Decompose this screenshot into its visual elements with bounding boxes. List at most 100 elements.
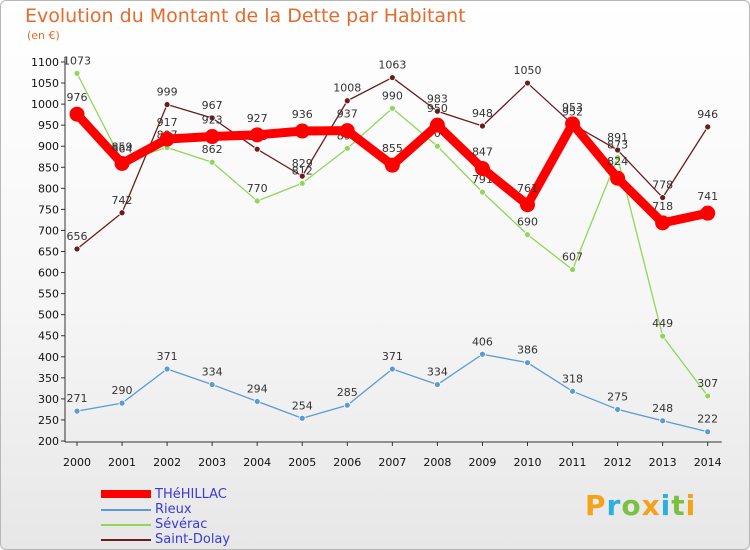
data-point-rieux xyxy=(388,365,396,373)
data-label-thehillac: 923 xyxy=(202,114,223,127)
y-tick-label: 1100 xyxy=(31,56,59,69)
data-label-rieux: 406 xyxy=(472,335,493,348)
legend-label-thehillac: THéHILLAC xyxy=(155,487,227,502)
data-point-thehillac xyxy=(429,117,445,133)
data-label-thehillac: 936 xyxy=(292,108,313,121)
y-tick-label: 250 xyxy=(38,414,59,427)
data-label-saint-dolay: 829 xyxy=(292,157,313,170)
data-point-rieux xyxy=(73,407,81,415)
data-point-severac xyxy=(253,197,261,205)
data-point-saint-dolay xyxy=(73,245,81,253)
data-label-saint-dolay: 1008 xyxy=(333,82,361,95)
y-tick-label: 750 xyxy=(38,203,59,216)
data-point-thehillac xyxy=(204,129,220,145)
data-label-saint-dolay: 983 xyxy=(427,92,448,105)
data-label-rieux: 275 xyxy=(607,390,628,403)
y-tick-label: 550 xyxy=(38,288,59,301)
data-label-rieux: 334 xyxy=(427,366,448,379)
legend-swatch-rieux xyxy=(101,509,151,511)
data-label-severac: 770 xyxy=(247,182,268,195)
data-point-severac xyxy=(298,179,306,187)
unit-label: (en €) xyxy=(27,29,60,42)
logo-letter: x xyxy=(641,489,661,522)
data-label-rieux: 285 xyxy=(337,386,358,399)
data-label-severac: 1073 xyxy=(63,54,91,67)
data-point-thehillac xyxy=(700,205,716,221)
data-point-saint-dolay xyxy=(343,97,351,105)
data-label-rieux: 222 xyxy=(697,413,718,426)
data-label-severac: 307 xyxy=(697,377,718,390)
data-label-thehillac: 937 xyxy=(337,108,358,121)
data-label-severac: 607 xyxy=(562,251,583,264)
data-point-rieux xyxy=(569,387,576,395)
data-label-thehillac: 855 xyxy=(382,142,403,155)
y-tick-label: 1050 xyxy=(31,77,59,90)
data-point-thehillac xyxy=(339,123,355,139)
data-label-saint-dolay: 1050 xyxy=(514,64,542,77)
data-label-thehillac: 761 xyxy=(517,182,538,195)
x-tick-label: 2004 xyxy=(243,456,271,469)
x-tick-label: 2007 xyxy=(378,456,406,469)
data-label-severac: 862 xyxy=(202,143,223,156)
y-tick-label: 500 xyxy=(38,309,59,322)
data-point-saint-dolay xyxy=(118,209,126,217)
data-label-saint-dolay: 891 xyxy=(607,131,628,144)
data-point-thehillac xyxy=(114,155,130,171)
x-tick-label: 2008 xyxy=(423,456,451,469)
legend-label-saint-dolay: Saint-Dolay xyxy=(155,532,231,547)
legend-swatch-thehillac xyxy=(101,490,151,498)
data-point-severac xyxy=(569,266,576,274)
data-label-rieux: 290 xyxy=(112,384,133,397)
legend-swatch-severac xyxy=(101,524,151,526)
proxiti-logo: Proxiti xyxy=(585,489,696,522)
data-point-saint-dolay xyxy=(704,123,712,131)
data-point-saint-dolay xyxy=(433,107,441,115)
data-label-thehillac: 953 xyxy=(562,101,583,114)
data-label-thehillac: 950 xyxy=(427,102,448,115)
data-label-thehillac: 976 xyxy=(67,91,88,104)
data-point-thehillac xyxy=(159,131,175,147)
data-point-rieux xyxy=(704,428,712,436)
data-label-thehillac: 917 xyxy=(157,116,178,129)
data-point-saint-dolay xyxy=(479,122,486,130)
data-label-rieux: 254 xyxy=(292,399,313,412)
data-point-severac xyxy=(524,231,531,239)
data-point-saint-dolay xyxy=(659,194,667,201)
data-point-thehillac xyxy=(474,161,490,177)
legend-label-severac: Sévérac xyxy=(155,517,208,532)
data-point-rieux xyxy=(118,399,126,407)
x-tick-label: 2013 xyxy=(649,456,677,469)
x-tick-label: 2011 xyxy=(559,456,587,469)
data-point-rieux xyxy=(433,381,441,388)
data-label-thehillac: 847 xyxy=(472,146,493,159)
data-label-rieux: 248 xyxy=(652,402,673,415)
data-label-saint-dolay: 1063 xyxy=(378,59,406,72)
y-tick-label: 300 xyxy=(38,393,59,406)
data-point-rieux xyxy=(479,350,486,358)
data-point-rieux xyxy=(614,406,621,413)
data-label-rieux: 271 xyxy=(67,392,88,405)
data-label-rieux: 334 xyxy=(202,366,223,379)
data-label-saint-dolay: 946 xyxy=(697,108,718,121)
data-point-severac xyxy=(433,142,441,150)
data-label-saint-dolay: 952 xyxy=(562,105,583,118)
data-label-rieux: 318 xyxy=(562,372,583,385)
data-label-saint-dolay: 656 xyxy=(67,230,88,243)
y-tick-label: 650 xyxy=(38,246,59,259)
y-tick-label: 850 xyxy=(38,161,59,174)
data-point-severac xyxy=(479,188,486,196)
legend-label-rieux: Rieux xyxy=(155,502,192,517)
data-point-saint-dolay xyxy=(163,101,171,108)
data-point-thehillac xyxy=(69,106,85,122)
data-point-thehillac xyxy=(384,157,400,173)
data-label-severac: 449 xyxy=(652,317,673,330)
y-tick-label: 700 xyxy=(38,224,59,237)
data-point-severac xyxy=(388,104,396,112)
x-tick-label: 2006 xyxy=(333,456,361,469)
data-label-rieux: 371 xyxy=(157,350,178,363)
x-tick-label: 2000 xyxy=(63,456,91,469)
data-point-thehillac xyxy=(610,170,626,186)
data-label-thehillac: 824 xyxy=(607,155,628,168)
data-point-severac xyxy=(614,154,621,161)
